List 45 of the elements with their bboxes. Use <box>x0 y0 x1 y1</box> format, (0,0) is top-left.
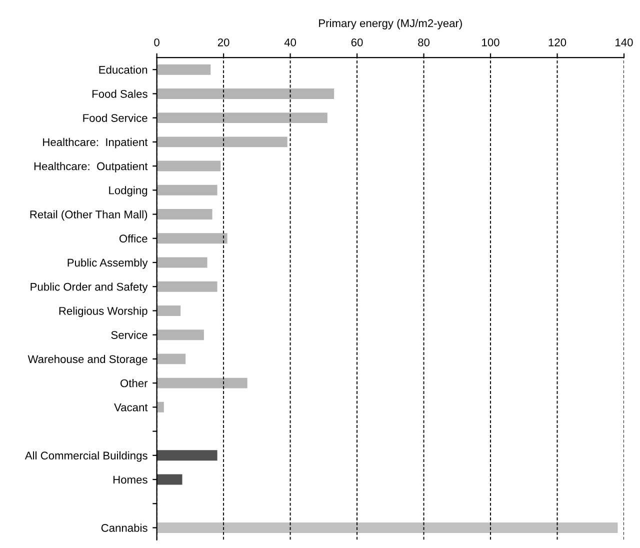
bar <box>156 402 164 412</box>
bar <box>156 450 218 461</box>
x-tick-label: 60 <box>351 38 363 46</box>
y-tick-label: Lodging <box>109 186 148 196</box>
y-tick-label: Office <box>119 234 148 243</box>
bar <box>156 184 218 196</box>
bar <box>156 64 211 75</box>
bar <box>156 160 221 172</box>
x-tick-label: 100 <box>482 38 500 46</box>
bar <box>156 305 181 316</box>
y-tick-label: Homes <box>113 476 148 484</box>
y-tick-label: All Commercial Buildings <box>24 451 148 462</box>
bar <box>156 354 186 364</box>
bar <box>156 112 328 124</box>
y-tick-label: Warehouse and Storage <box>28 354 148 366</box>
bar <box>156 281 218 292</box>
bar <box>156 136 288 148</box>
x-tick-label: 80 <box>418 38 430 46</box>
y-tick-label: Food Sales <box>92 90 148 98</box>
y-tick-label: Service <box>111 330 148 339</box>
x-tick-label: 40 <box>284 38 296 46</box>
x-axis-title: Primary energy (MJ/m2-year) <box>319 18 462 30</box>
y-tick-label: Food Service <box>83 114 148 122</box>
y-tick-label: Public Order and Safety <box>30 282 148 293</box>
x-tick-label: 140 <box>616 38 633 46</box>
y-tick-label: Healthcare: Inpatient <box>43 138 148 148</box>
x-tick-label: 20 <box>218 38 230 46</box>
y-tick-label: Public Assembly <box>68 258 148 269</box>
x-tick-label: 0 <box>154 38 160 46</box>
bar <box>156 209 212 220</box>
y-tick-label: Vacant <box>114 404 148 412</box>
y-tick-label: Cannabis <box>101 524 148 532</box>
bar <box>156 233 228 244</box>
x-tick-label: 120 <box>548 38 566 46</box>
bar <box>156 522 618 533</box>
y-tick-label: Education <box>99 66 148 74</box>
y-tick-label: Religious Worship <box>59 306 148 318</box>
bar <box>156 378 248 388</box>
y-tick-label: Other <box>120 379 148 388</box>
bar <box>156 330 204 340</box>
y-tick-label: Retail (Other Than Mall) <box>30 210 148 221</box>
bar <box>156 88 334 99</box>
bar <box>156 257 208 268</box>
bar <box>156 474 182 485</box>
y-tick-label: Healthcare: Outpatient <box>34 162 148 172</box>
